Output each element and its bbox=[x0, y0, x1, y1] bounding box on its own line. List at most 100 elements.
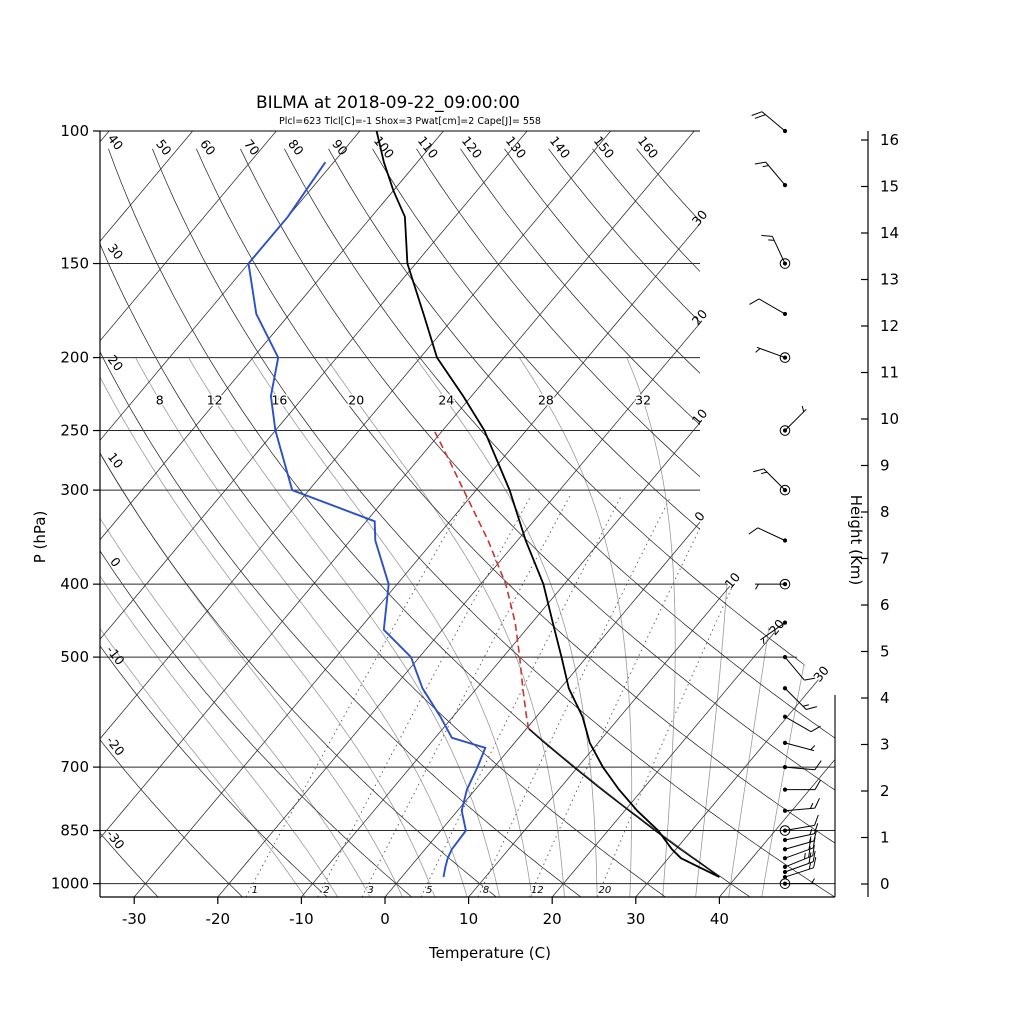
dewpoint-curve bbox=[247, 161, 487, 878]
dry-adiabat-line bbox=[416, 148, 835, 897]
pressure-tick-label: 700 bbox=[60, 758, 89, 776]
wind-barb-full bbox=[761, 234, 773, 237]
moist-adiabat-label: 24 bbox=[438, 392, 454, 407]
pressure-tick-label: 500 bbox=[60, 648, 89, 666]
wind-barb-staff bbox=[784, 855, 814, 868]
moist-adiabat-line bbox=[100, 357, 371, 897]
dry-adiabat-line bbox=[460, 148, 835, 897]
wind-barb-half bbox=[755, 348, 761, 353]
isotherm-label: 20 bbox=[766, 616, 788, 638]
wind-barb-staff bbox=[771, 236, 786, 264]
dry-adiabat-label: 40 bbox=[105, 131, 127, 153]
wind-barb-full bbox=[812, 850, 816, 862]
dry-adiabat-label: 160 bbox=[635, 133, 662, 161]
dry-adiabat-label: 110 bbox=[415, 133, 442, 161]
moist-adiabat-line bbox=[100, 357, 306, 897]
wind-barb-full bbox=[754, 114, 766, 119]
dry-adiabat-label: -10 bbox=[103, 643, 127, 668]
wind-barb-full bbox=[753, 468, 764, 473]
height-tick-label: 15 bbox=[880, 178, 899, 196]
chart-title: BILMA at 2018-09-22_09:00:00 bbox=[256, 93, 520, 113]
moist-adiabat-line bbox=[100, 357, 338, 897]
dry-adiabat-label: 30 bbox=[105, 241, 127, 263]
pressure-tick-label: 1000 bbox=[51, 875, 89, 893]
dry-adiabat-line bbox=[636, 148, 835, 897]
wind-barb-half bbox=[803, 853, 806, 860]
mixing-ratio-line bbox=[529, 496, 716, 897]
isotherm-line bbox=[100, 131, 193, 897]
temperature-curve bbox=[375, 131, 720, 878]
wind-barb-full bbox=[754, 161, 766, 165]
dry-adiabat-line bbox=[100, 148, 328, 897]
mixing-ratio-label: 1 bbox=[252, 885, 258, 896]
height-tick-label: 2 bbox=[880, 782, 890, 800]
wind-barb-layer bbox=[748, 111, 822, 889]
temperature-tick-label: -10 bbox=[289, 910, 314, 928]
wind-barb-half bbox=[809, 836, 812, 843]
wind-barb-half bbox=[809, 802, 814, 809]
wind-barb-full bbox=[806, 706, 817, 710]
wind-barb-full bbox=[808, 846, 811, 858]
dry-adiabat-line bbox=[592, 148, 835, 897]
wind-barb-full bbox=[814, 797, 820, 809]
wind-barb-half bbox=[755, 583, 759, 590]
isotherm-line bbox=[100, 131, 110, 897]
isotherm-line bbox=[719, 131, 835, 897]
wind-calm-circle bbox=[779, 425, 791, 436]
temperature-tick-label: 10 bbox=[459, 910, 478, 928]
wind-barb-staff bbox=[760, 622, 786, 641]
moist-adiabat-line bbox=[626, 357, 676, 897]
wind-barb-staff bbox=[784, 847, 814, 859]
dry-adiabat-line bbox=[108, 148, 751, 897]
wind-level-dot bbox=[782, 856, 788, 861]
mixing-ratio-label: 5 bbox=[426, 885, 432, 896]
moist-adiabat-line bbox=[250, 357, 533, 897]
dry-adiabat-line bbox=[100, 148, 243, 897]
wind-level-dot bbox=[782, 864, 788, 870]
moist-adiabat-label: 28 bbox=[538, 392, 554, 407]
wind-barb-staff bbox=[757, 527, 786, 541]
wind-barb-full bbox=[749, 298, 760, 305]
grid-layer bbox=[100, 131, 835, 897]
pressure-tick-label: 200 bbox=[60, 349, 89, 367]
wind-barb-half bbox=[809, 828, 813, 835]
dry-adiabat-label: 150 bbox=[591, 133, 618, 161]
dry-adiabat-label: 100 bbox=[371, 133, 398, 161]
wind-level-dot bbox=[782, 847, 788, 852]
height-tick-label: 14 bbox=[880, 224, 899, 242]
height-tick-label: 3 bbox=[880, 736, 890, 754]
temperature-tick-label: 20 bbox=[543, 910, 562, 928]
mixing-ratio-line bbox=[317, 495, 532, 897]
dry-adiabat-label: 10 bbox=[105, 449, 127, 471]
moist-adiabat-label: 20 bbox=[348, 392, 364, 407]
moist-adiabat-line bbox=[100, 357, 403, 897]
height-tick-label: 5 bbox=[880, 643, 890, 661]
wind-barb-staff bbox=[784, 408, 807, 431]
wind-barb-full bbox=[813, 856, 817, 868]
mixing-ratio-line bbox=[420, 495, 622, 897]
wind-barb-full bbox=[808, 852, 812, 864]
params-line: Plcl=623 Tlcl[C]=-1 Shox=3 Pwat[cm]=2 Ca… bbox=[279, 116, 541, 127]
temperature-axis-label: Temperature (C) bbox=[428, 944, 551, 962]
wind-barb-staff bbox=[784, 656, 805, 681]
pressure-tick-label: 150 bbox=[60, 255, 89, 273]
dry-adiabat-line bbox=[100, 148, 497, 897]
dry-adiabat-line bbox=[100, 148, 666, 897]
pressure-tick-label: 100 bbox=[60, 122, 89, 140]
wind-barb-full bbox=[810, 725, 821, 733]
isotherm-line bbox=[301, 131, 835, 897]
wind-barb-staff bbox=[784, 742, 815, 752]
isotherm-line bbox=[100, 131, 611, 897]
wind-barb-half bbox=[768, 239, 775, 241]
height-tick-label: 1 bbox=[880, 829, 890, 847]
wind-barb-half bbox=[802, 704, 809, 707]
wind-barb-staff bbox=[784, 716, 812, 733]
dry-adiabat-line bbox=[240, 148, 835, 897]
isotherm-label: 30 bbox=[689, 207, 711, 229]
wind-barb-full bbox=[748, 527, 759, 535]
dry-adiabat-line bbox=[504, 148, 835, 897]
